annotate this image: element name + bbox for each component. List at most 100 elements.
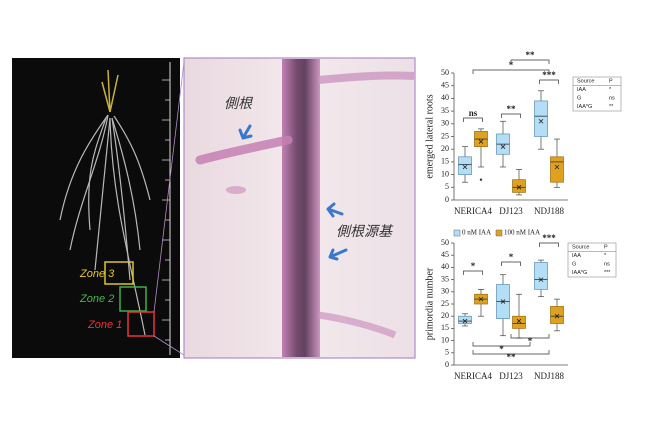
zone-label: Zone 1	[87, 319, 122, 331]
table-cell: ns	[604, 262, 610, 268]
box	[512, 179, 526, 193]
significance-label: *	[528, 336, 533, 346]
zone-label: Zone 2	[79, 293, 114, 305]
significance-label: ***	[542, 233, 556, 243]
mean-marker	[538, 118, 544, 124]
mean-marker	[500, 144, 506, 149]
significance-bracket	[510, 59, 550, 64]
significance-bracket	[501, 261, 521, 266]
y-tick-label: 5	[445, 348, 449, 357]
legend-swatch	[495, 229, 503, 237]
box	[458, 156, 472, 175]
table-cell: ***	[604, 270, 611, 276]
significance-bracket	[539, 79, 559, 84]
outlier	[479, 178, 483, 181]
mean-marker	[500, 299, 506, 304]
y-tick-label: 0	[445, 360, 449, 369]
y-tick-label: 50	[441, 238, 449, 247]
significance-bracket	[539, 242, 559, 247]
y-tick-label: 25	[441, 299, 449, 308]
y-tick-label: 15	[441, 323, 449, 332]
y-tick-label: 20	[441, 144, 449, 153]
mean-marker	[554, 313, 560, 319]
table-cell: **	[609, 104, 614, 110]
significance-bracket	[510, 334, 550, 339]
mean-marker	[478, 139, 484, 144]
y-tick-label: 35	[441, 106, 449, 115]
y-tick-label: 45	[441, 250, 449, 259]
box	[458, 315, 472, 324]
significance-bracket	[472, 350, 550, 355]
mean-marker	[516, 185, 522, 190]
significance-bracket	[472, 342, 531, 347]
mean-marker	[516, 318, 522, 324]
x-tick-label: DJ123	[499, 206, 523, 216]
mean-marker	[462, 318, 468, 324]
y-tick-label: 10	[441, 169, 449, 178]
mean-marker	[538, 277, 544, 282]
table-cell: IAA*G	[572, 270, 587, 276]
significance-label: *	[509, 60, 514, 70]
table-cell: P	[609, 79, 613, 85]
significance-bracket	[472, 69, 550, 74]
box	[550, 306, 564, 324]
x-tick-label: NERICA4	[454, 371, 492, 381]
microscope-photo: 側根 側根源基	[183, 57, 416, 359]
zoom-line	[153, 335, 185, 356]
table-cell: ns	[609, 96, 615, 102]
mean-marker	[554, 164, 560, 170]
photo-label: 側根源基	[336, 224, 394, 240]
table-cell: G	[577, 96, 581, 102]
y-tick-label: 50	[441, 68, 449, 77]
table-cell: G	[572, 262, 576, 268]
root-photo: Zone 3 Zone 2 Zone 1	[12, 58, 180, 358]
y-tick-label: 20	[441, 311, 449, 320]
table-cell: P	[604, 245, 608, 251]
x-tick-label: NERICA4	[454, 206, 492, 216]
box	[512, 315, 526, 329]
significance-label: *	[471, 261, 476, 271]
significance-label: ns	[469, 108, 478, 118]
significance-label: **	[526, 50, 536, 60]
photo-label: 側根	[224, 96, 254, 112]
table-cell: Source	[577, 79, 594, 85]
y-axis-label: emerged lateral roots	[424, 94, 435, 178]
table-cell: Source	[572, 245, 589, 251]
stats-table	[572, 76, 622, 112]
y-tick-label: 10	[441, 335, 449, 344]
table-cell: IAA	[577, 87, 586, 93]
box	[550, 156, 564, 183]
legend-swatch	[453, 229, 461, 237]
stats-table	[567, 242, 617, 278]
x-tick-label: NDJ188	[534, 371, 565, 381]
y-tick-label: 30	[441, 119, 449, 128]
y-tick-label: 45	[441, 81, 449, 90]
significance-label: *	[509, 252, 514, 262]
x-tick-label: NDJ188	[534, 206, 565, 216]
table-cell: *	[609, 87, 612, 93]
y-axis-label: primordia number	[424, 267, 435, 340]
significance-label: **	[507, 104, 517, 114]
zone-label: Zone 3	[79, 268, 115, 280]
mean-marker	[462, 164, 468, 170]
significance-bracket	[501, 113, 521, 118]
y-tick-label: 30	[441, 287, 449, 296]
legend-label: 0 nM IAA	[462, 229, 491, 237]
significance-label: **	[507, 352, 517, 362]
y-tick-label: 15	[441, 157, 449, 166]
zoom-line	[153, 61, 185, 313]
y-tick-label: 5	[445, 182, 449, 191]
table-cell: *	[604, 253, 607, 259]
x-tick-label: DJ123	[499, 371, 523, 381]
box	[534, 262, 548, 290]
table-cell: IAA*G	[577, 104, 592, 110]
mean-marker	[478, 296, 484, 302]
y-tick-label: 35	[441, 274, 449, 283]
y-tick-label: 40	[441, 262, 449, 271]
significance-bracket	[463, 270, 483, 275]
y-tick-label: 40	[441, 93, 449, 102]
box	[534, 100, 548, 137]
legend-label: 100 nM IAA	[504, 229, 540, 237]
